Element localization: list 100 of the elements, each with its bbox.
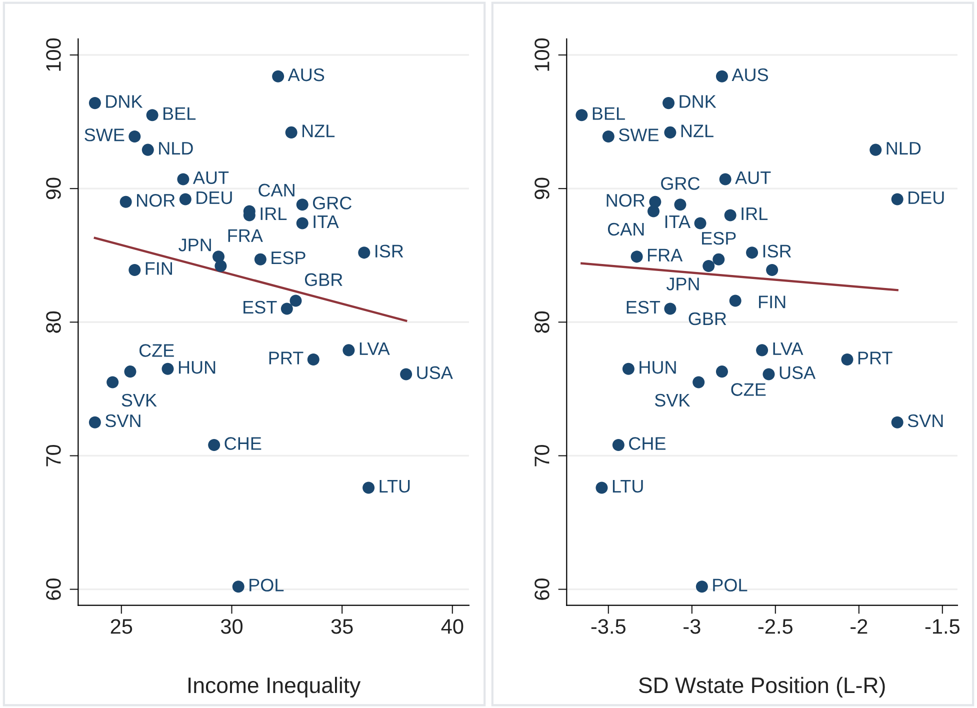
annotation: ESP: [702, 232, 736, 245]
annotation: NLD: [886, 142, 921, 154]
point: [762, 368, 775, 380]
annotation: CAN: [608, 222, 644, 236]
point: [146, 109, 158, 122]
annotation: CHE: [629, 437, 666, 450]
y-tick-label: 90: [46, 178, 61, 200]
point: [272, 70, 284, 82]
annotation: ITA: [314, 216, 339, 228]
annotation: SVK: [122, 394, 157, 407]
annotation: BEL: [164, 107, 196, 120]
annotation: DEU: [196, 191, 232, 204]
annotation: JPN: [666, 278, 699, 290]
point: [296, 217, 308, 230]
annotation: IRL: [260, 208, 287, 220]
point: [88, 416, 101, 428]
x-tick-label: 35: [331, 619, 353, 634]
y-tick-label: 70: [46, 444, 61, 466]
point: [596, 482, 608, 494]
annotation: PRT: [858, 352, 892, 364]
y-tick-label: 100: [534, 38, 550, 71]
annotation: GRC: [661, 177, 700, 190]
point: [647, 205, 660, 218]
annotation: FRA: [648, 248, 683, 262]
point: [694, 217, 706, 230]
annotation: CHE: [224, 437, 262, 450]
annotation: SWE: [618, 128, 658, 142]
annotation: JPN: [178, 238, 211, 252]
annotation: PRT: [269, 352, 304, 364]
annotation: IRL: [742, 208, 768, 220]
x-tick-label: -2: [850, 619, 868, 634]
point: [576, 109, 588, 122]
point: [841, 354, 854, 366]
annotation: POL: [250, 578, 284, 592]
annotation: AUS: [732, 68, 768, 82]
point: [290, 294, 302, 307]
point: [674, 198, 686, 211]
annotation: FIN: [146, 262, 172, 275]
annotation: DNK: [106, 95, 143, 108]
x-tick-label: 30: [220, 619, 243, 634]
point: [232, 580, 244, 593]
y-tick-label: 80: [46, 311, 61, 333]
annotation: AUT: [192, 171, 229, 184]
point: [120, 196, 132, 208]
annotation: LVA: [360, 342, 390, 355]
point: [891, 193, 904, 206]
annotation: AUT: [735, 171, 771, 184]
y-tick-label: 90: [534, 178, 550, 200]
annotation: DEU: [908, 191, 944, 204]
point: [280, 302, 293, 315]
annotation: SVK: [654, 394, 690, 407]
point: [296, 198, 308, 211]
point: [622, 362, 634, 375]
point: [88, 97, 101, 110]
annotation: DNK: [680, 95, 716, 108]
point: [729, 294, 742, 307]
point: [612, 439, 624, 452]
annotation: LTU: [380, 480, 410, 493]
annotation: GBR: [688, 312, 726, 326]
annotation: ESP: [272, 251, 306, 264]
annotation: NZL: [302, 124, 335, 138]
point: [142, 144, 154, 156]
y-tick-label: 60: [534, 578, 550, 600]
point: [870, 144, 882, 156]
point: [307, 354, 320, 366]
annotation: SWE: [84, 128, 124, 142]
point: [254, 253, 266, 266]
x-tick-label: -1.5: [925, 619, 960, 634]
x-axis-title: Income Inequality: [188, 676, 361, 698]
point: [602, 130, 614, 142]
point: [746, 246, 758, 259]
y-tick-label: 80: [534, 311, 550, 333]
annotation: EST: [244, 300, 277, 314]
y-tick-label: 70: [534, 444, 550, 466]
annotation: NZL: [681, 124, 714, 138]
annotation: GRC: [312, 196, 352, 210]
x-tick-label: 25: [110, 619, 132, 634]
point: [124, 366, 136, 378]
annotation: FRA: [228, 229, 263, 242]
point: [664, 302, 676, 315]
annotation: SVN: [105, 414, 140, 428]
annotation: POL: [713, 578, 748, 592]
point: [400, 368, 412, 380]
annotation: NOR: [606, 194, 645, 207]
point: [716, 366, 728, 378]
point: [358, 246, 370, 259]
annotation: ISR: [763, 244, 792, 258]
annotation: NLD: [159, 142, 193, 154]
annotation: BEL: [592, 107, 625, 120]
y-tick-label: 100: [46, 38, 61, 71]
point: [702, 260, 715, 272]
point: [724, 209, 736, 222]
annotation: ISR: [376, 244, 404, 258]
point: [756, 344, 768, 356]
point: [179, 193, 192, 206]
point: [891, 416, 904, 428]
point: [696, 580, 708, 593]
point: [716, 70, 728, 82]
point: [208, 439, 220, 452]
y-tick-label: 60: [46, 578, 61, 600]
